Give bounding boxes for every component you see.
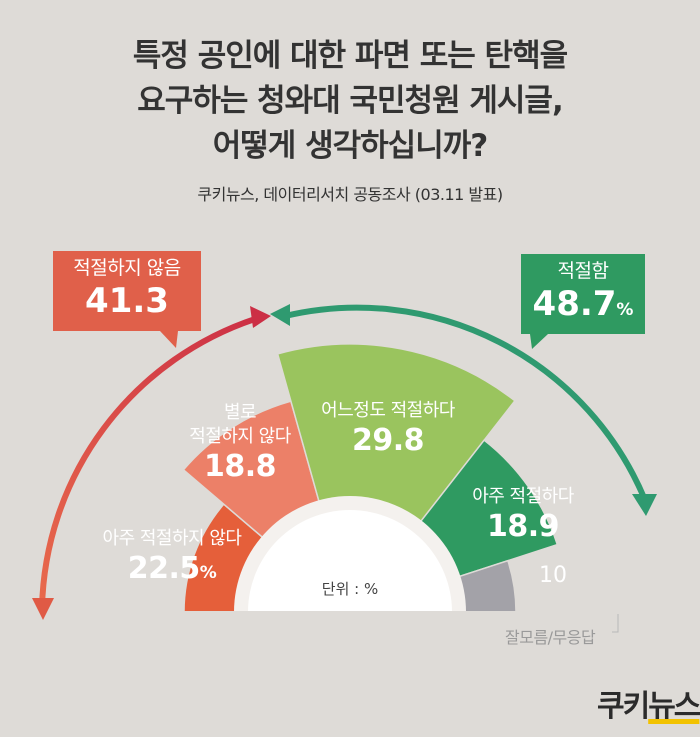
segment-value: 18.9 [486,509,560,544]
negative-callout: 적절하지 않음 41.3 [53,255,201,321]
segment-unit: % [199,563,217,583]
negative-callout-box [53,251,201,348]
positive-callout-box [521,254,645,349]
segment-category: 별로 [223,402,257,423]
segment-category: 아주 적절하다 [472,486,574,507]
segment-category: 아주 적절하지 않다 [102,528,242,549]
kuki-news-logo: 쿠키뉴스 [597,689,700,724]
source-note: 쿠키뉴스, 데이터리서치 공동조사 (03.11 발표) [197,185,503,204]
chart-title: 특정 공인에 대한 파면 또는 탄핵을 요구하는 청와대 국민청원 게시글, 어… [0,34,700,169]
segment-label-very-inappropriate: 아주 적절하지 않다 22.5% [103,527,242,591]
segment-value-no-response: 10 [539,563,567,588]
negative-callout-label: 적절하지 않음 [73,257,181,279]
negative-arrow-head-bottom [32,598,54,620]
positive-arrow-head-right [632,494,657,516]
segment-category-line-2: 적절하지 않다 [189,426,291,447]
negative-range-arrow [39,315,259,609]
positive-callout: 적절함 48.7% [521,258,645,330]
positive-arrow-head-left [270,304,290,326]
segment-label-very-appropriate: 아주 적절하다 18.9 [472,485,574,545]
segment-value: 22.5 [127,551,201,586]
title-line-3: 어떻게 생각하십니까? [212,128,488,164]
no-response-bracket [612,614,619,633]
positive-callout-unit: % [616,300,634,320]
positive-callout-value: 48.7 [532,284,617,324]
title-line-1: 특정 공인에 대한 파면 또는 탄핵을 [132,38,568,74]
segment-value: 18.8 [203,449,277,484]
segment-label-no-response: 잘모름/무응답 [505,628,596,647]
positive-range-arrow [284,304,648,502]
center-hub [248,510,452,612]
positive-callout-label: 적절함 [557,260,609,282]
segment-value: 29.8 [351,423,425,458]
segment-label-somewhat-appropriate: 어느정도 적절하다 29.8 [321,399,455,459]
positive-callout-value-row: 48.7% [521,284,645,330]
segment-value-row: 22.5% [103,551,242,591]
negative-callout-value: 41.3 [85,281,169,321]
negative-arrow-head-top [250,306,271,328]
segment-label-somewhat-inappropriate: 별로 적절하지 않다 18.8 [189,401,291,485]
segment-category: 어느정도 적절하다 [321,400,455,421]
unit-label: 단위 : % [321,580,379,598]
title-line-2: 요구하는 청와대 국민청원 게시글, [137,83,563,119]
